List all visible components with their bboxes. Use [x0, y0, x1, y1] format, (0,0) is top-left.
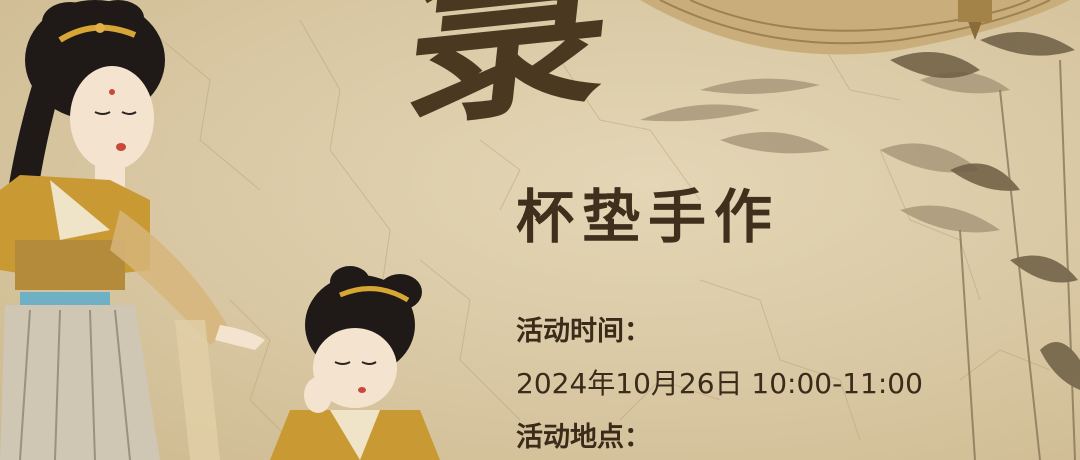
event-location-label: 活动地点： [516, 422, 651, 453]
calligraphy-title: 㯟 [395, 0, 625, 157]
event-time-label: 活动时间： [516, 316, 651, 347]
event-title: 杯垫手作 [516, 183, 781, 251]
event-time-value: 2024年10月26日 10:00-11:00 [516, 367, 923, 400]
